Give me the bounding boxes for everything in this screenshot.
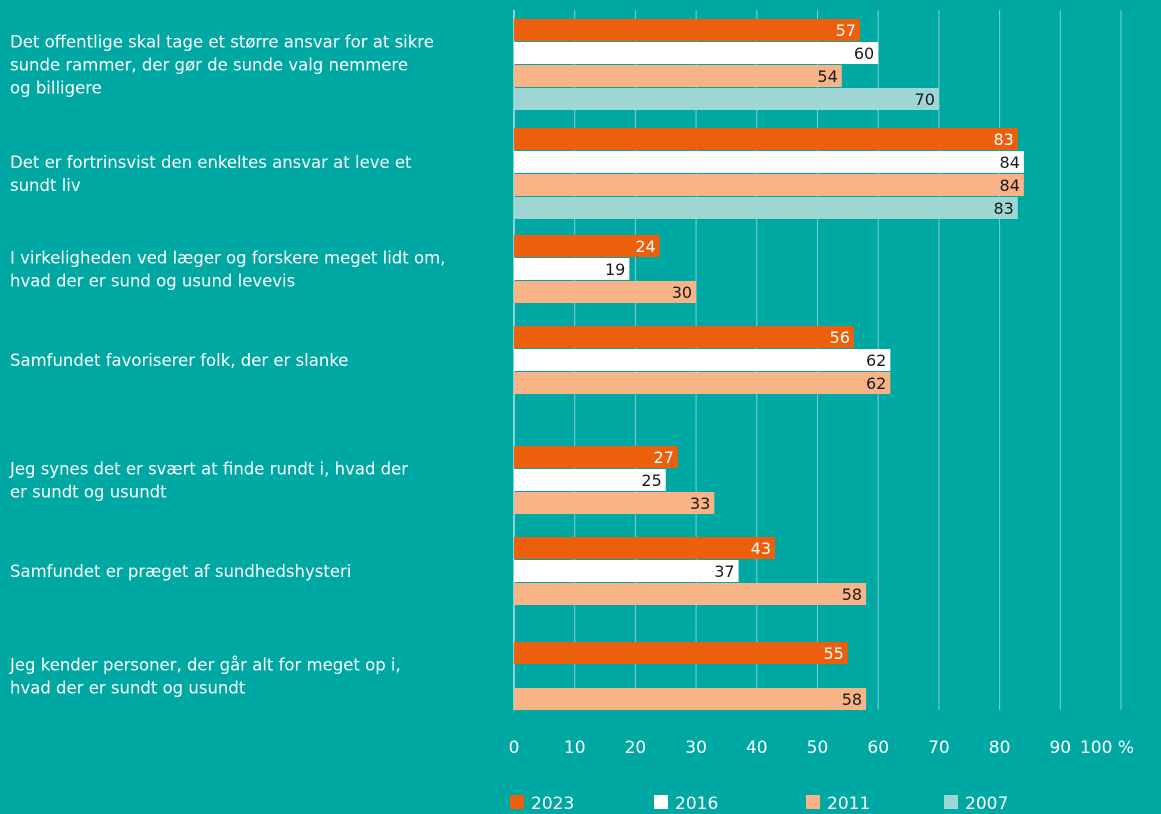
category-label-line: sundt liv bbox=[10, 176, 81, 195]
category-label: Jeg kender personer, der går alt for meg… bbox=[9, 656, 401, 698]
bar-2016 bbox=[514, 349, 891, 371]
bar-2023 bbox=[514, 537, 776, 559]
bar-2011 bbox=[514, 492, 715, 514]
bar-2023 bbox=[514, 128, 1018, 150]
category-label: Jeg synes det er svært at finde rundt i,… bbox=[9, 460, 408, 502]
bar-value-label: 62 bbox=[866, 374, 886, 393]
bar-value-label: 56 bbox=[830, 328, 850, 347]
bar-2016 bbox=[514, 151, 1024, 173]
category-label: Det er fortrinsvist den enkeltes ansvar … bbox=[10, 153, 412, 195]
category-label-line: Det er fortrinsvist den enkeltes ansvar … bbox=[10, 153, 412, 172]
bar-value-label: 70 bbox=[915, 90, 935, 109]
legend-swatch-2023 bbox=[510, 795, 524, 809]
bar-2011 bbox=[514, 281, 697, 303]
bar-2016 bbox=[514, 560, 739, 582]
category-label: Samfundet favoriserer folk, der er slank… bbox=[10, 351, 348, 370]
category-label-line: og billigere bbox=[10, 79, 102, 98]
x-tick-label: 20 bbox=[625, 738, 647, 758]
x-tick-label: 40 bbox=[746, 738, 768, 758]
legend-label: 2011 bbox=[827, 794, 870, 814]
bar-2007 bbox=[514, 88, 939, 110]
category-label: I virkeligheden ved læger og forskere me… bbox=[10, 249, 445, 291]
bar-2011 bbox=[514, 372, 891, 394]
category-label-line: hvad der er sund og usund levevis bbox=[10, 272, 295, 291]
legend-swatch-2007 bbox=[944, 795, 958, 809]
category-label: Det offentlige skal tage et større ansva… bbox=[10, 33, 434, 98]
bar-value-label: 25 bbox=[641, 471, 661, 490]
bar-2011 bbox=[514, 583, 867, 605]
bar-value-label: 62 bbox=[866, 351, 886, 370]
bar-value-label: 43 bbox=[751, 539, 771, 558]
bar-2023 bbox=[514, 326, 854, 348]
legend-label: 2007 bbox=[965, 794, 1008, 814]
category-label-line: er sundt og usundt bbox=[10, 483, 167, 502]
bar-value-label: 57 bbox=[836, 21, 856, 40]
bar-value-label: 58 bbox=[842, 585, 862, 604]
bar-value-label: 60 bbox=[854, 44, 874, 63]
bar-2023 bbox=[514, 19, 860, 41]
legend-label: 2023 bbox=[531, 794, 574, 814]
legend-swatch-2011 bbox=[806, 795, 820, 809]
x-tick-label: 10 bbox=[564, 738, 586, 758]
bar-value-label: 84 bbox=[1000, 153, 1020, 172]
legend-label: 2016 bbox=[675, 794, 718, 814]
category-label-line: I virkeligheden ved læger og forskere me… bbox=[10, 249, 445, 268]
x-tick-label: 100 % bbox=[1080, 738, 1134, 758]
bar-value-label: 83 bbox=[993, 130, 1013, 149]
bar-2016 bbox=[514, 469, 666, 491]
x-tick-label: 50 bbox=[807, 738, 829, 758]
x-tick-label: 80 bbox=[989, 738, 1011, 758]
bar-2007 bbox=[514, 197, 1018, 219]
bar-value-label: 19 bbox=[605, 260, 625, 279]
category-label-line: sunde rammer, der gør de sunde valg nemm… bbox=[10, 56, 408, 75]
bar-value-label: 30 bbox=[672, 283, 692, 302]
category-label-line: hvad der er sundt og usundt bbox=[10, 679, 246, 698]
bar-value-label: 37 bbox=[714, 562, 734, 581]
bar-value-label: 27 bbox=[654, 448, 674, 467]
category-label-line: Samfundet favoriserer folk, der er slank… bbox=[10, 351, 348, 370]
bar-value-label: 33 bbox=[690, 494, 710, 513]
bar-2011 bbox=[514, 174, 1024, 196]
category-label-line: Det offentlige skal tage et større ansva… bbox=[10, 33, 434, 52]
bar-2023 bbox=[514, 235, 660, 257]
x-tick-label: 90 bbox=[1049, 738, 1071, 758]
bar-2023 bbox=[514, 642, 848, 664]
bar-2016 bbox=[514, 258, 630, 280]
bar-value-label: 54 bbox=[817, 67, 837, 86]
x-tick-label: 0 bbox=[509, 738, 520, 758]
category-label-line: Samfundet er præget af sundhedshysteri bbox=[10, 562, 351, 581]
category-label: Samfundet er præget af sundhedshysteri bbox=[10, 562, 351, 581]
legend-swatch-2016 bbox=[654, 795, 668, 809]
bar-2011 bbox=[514, 688, 867, 710]
x-tick-label: 60 bbox=[867, 738, 889, 758]
bar-value-label: 83 bbox=[993, 199, 1013, 218]
bar-2016 bbox=[514, 42, 879, 64]
bar-2023 bbox=[514, 446, 678, 468]
bar-value-label: 55 bbox=[823, 644, 843, 663]
bar-2011 bbox=[514, 65, 842, 87]
x-tick-label: 70 bbox=[928, 738, 950, 758]
category-label-line: Jeg synes det er svært at finde rundt i,… bbox=[9, 460, 408, 479]
x-tick-label: 30 bbox=[685, 738, 707, 758]
bar-value-label: 84 bbox=[1000, 176, 1020, 195]
category-label-line: Jeg kender personer, der går alt for meg… bbox=[9, 656, 401, 675]
bar-value-label: 58 bbox=[842, 690, 862, 709]
bar-value-label: 24 bbox=[635, 237, 655, 256]
